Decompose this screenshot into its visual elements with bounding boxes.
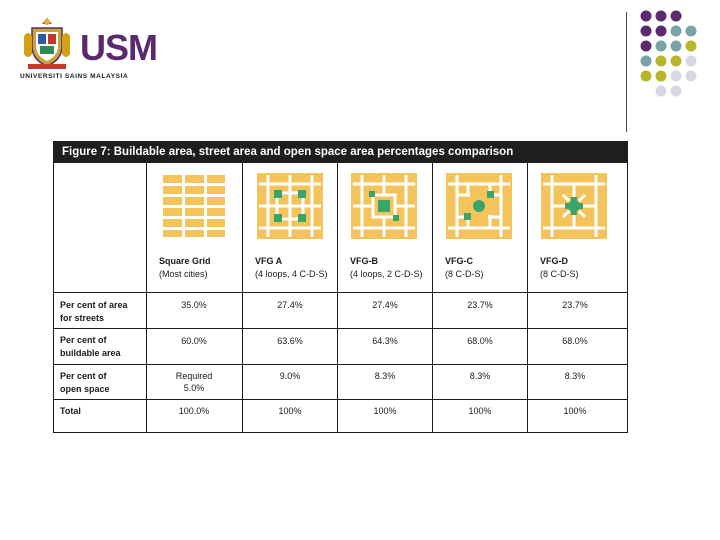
vfg-b-plan-icon [351, 173, 417, 239]
figure-header-row: Square Grid (Most cities) VFG A (4 loops… [54, 163, 627, 293]
row-divider [54, 399, 627, 400]
row-label-line: for streets [60, 313, 105, 323]
column-name: VFG-D [540, 256, 568, 266]
column-name: VFG-C [445, 256, 473, 266]
decorative-dot [640, 55, 652, 67]
column-header-vfg-a: VFG A (4 loops, 4 C-D-S) [255, 255, 345, 281]
vfg-c-plan-icon [446, 173, 512, 239]
table-cell: 35.0% [181, 300, 207, 310]
cell-line: Required [175, 371, 213, 381]
decorative-dot [655, 25, 667, 37]
column-divider [242, 163, 243, 432]
table-cell: 100% [468, 406, 492, 416]
row-label-line: Total [60, 406, 81, 416]
decorative-dot [655, 70, 667, 82]
table-cell: 100.0% [178, 406, 210, 416]
table-cell: 8.3% [564, 371, 586, 381]
row-divider [54, 292, 627, 293]
column-subtitle: (8 C-D-S) [540, 269, 579, 279]
table-cell: 100% [373, 406, 397, 416]
decorative-dot [655, 40, 667, 52]
table-cell: 23.7% [467, 300, 493, 310]
decorative-dot [685, 70, 697, 82]
column-header-vfg-d: VFG-D (8 C-D-S) [540, 255, 630, 281]
decorative-dot [670, 25, 682, 37]
table-cell: 8.3% [469, 371, 491, 381]
decorative-dot [655, 10, 667, 22]
table-cell: 63.6% [277, 336, 303, 346]
figure-title: Figure 7: Buildable area, street area an… [54, 142, 627, 163]
row-label-line: buildable area [60, 348, 121, 358]
column-header-square-grid: Square Grid (Most cities) [159, 255, 249, 281]
table-cell: 27.4% [277, 300, 303, 310]
column-name: VFG-B [350, 256, 378, 266]
table-cell: 9.0% [279, 371, 301, 381]
square-grid-plan-icon [161, 173, 227, 239]
decorative-dot [670, 85, 682, 97]
row-label-line: Per cent of [60, 335, 107, 345]
column-subtitle: (4 loops, 2 C-D-S) [350, 269, 423, 279]
column-header-vfg-b: VFG-B (4 loops, 2 C-D-S) [350, 255, 440, 281]
column-subtitle: (Most cities) [159, 269, 208, 279]
cell-line: 5.0% [183, 383, 205, 393]
column-divider [337, 163, 338, 432]
comparison-figure: Figure 7: Buildable area, street area an… [53, 141, 628, 433]
decorative-dot [685, 25, 697, 37]
decorative-dot [640, 25, 652, 37]
row-label-buildable: Per cent of buildable area [60, 334, 121, 360]
usm-wordmark: USM [80, 27, 158, 68]
decorative-dot [685, 55, 697, 67]
decorative-dot [685, 40, 697, 52]
row-divider [54, 328, 627, 329]
table-cell: 27.4% [372, 300, 398, 310]
row-label-open-space: Per cent of open space [60, 370, 110, 396]
decorative-dot-grid-icon [640, 10, 697, 97]
table-cell: 100% [563, 406, 587, 416]
decorative-dot [670, 10, 682, 22]
decorative-dot [670, 55, 682, 67]
column-divider [432, 163, 433, 432]
table-cell: 64.3% [372, 336, 398, 346]
vfg-d-plan-icon [541, 173, 607, 239]
table-cell: 60.0% [181, 336, 207, 346]
decorative-dot [655, 55, 667, 67]
column-divider [146, 163, 147, 432]
decorative-dot [670, 70, 682, 82]
row-label-line: Per cent of [60, 371, 107, 381]
decorative-dot [670, 40, 682, 52]
vfg-a-plan-icon [257, 173, 323, 239]
column-name: VFG A [255, 256, 283, 266]
table-cell: 100% [278, 406, 302, 416]
usm-logo: USM UNIVERSITI SAINS MALAYSIA [20, 14, 158, 84]
decorative-dot [655, 85, 667, 97]
table-cell: 23.7% [562, 300, 588, 310]
row-label-streets: Per cent of area for streets [60, 299, 128, 325]
row-label-total: Total [60, 405, 81, 418]
decorative-dot [640, 70, 652, 82]
column-header-vfg-c: VFG-C (8 C-D-S) [445, 255, 535, 281]
column-subtitle: (4 loops, 4 C-D-S) [255, 269, 328, 279]
header-divider [626, 12, 627, 132]
row-label-line: open space [60, 384, 110, 394]
row-label-line: Per cent of area [60, 300, 128, 310]
column-subtitle: (8 C-D-S) [445, 269, 484, 279]
table-cell: 68.0% [467, 336, 493, 346]
university-name: UNIVERSITI SAINS MALAYSIA [20, 73, 129, 80]
decorative-dot [640, 40, 652, 52]
table-cell: Required 5.0% [149, 370, 239, 394]
column-name: Square Grid [159, 256, 211, 266]
table-cell: 68.0% [562, 336, 588, 346]
university-crest-icon [24, 18, 70, 69]
table-cell: 8.3% [374, 371, 396, 381]
decorative-dot [640, 10, 652, 22]
row-divider [54, 364, 627, 365]
column-divider [527, 163, 528, 432]
